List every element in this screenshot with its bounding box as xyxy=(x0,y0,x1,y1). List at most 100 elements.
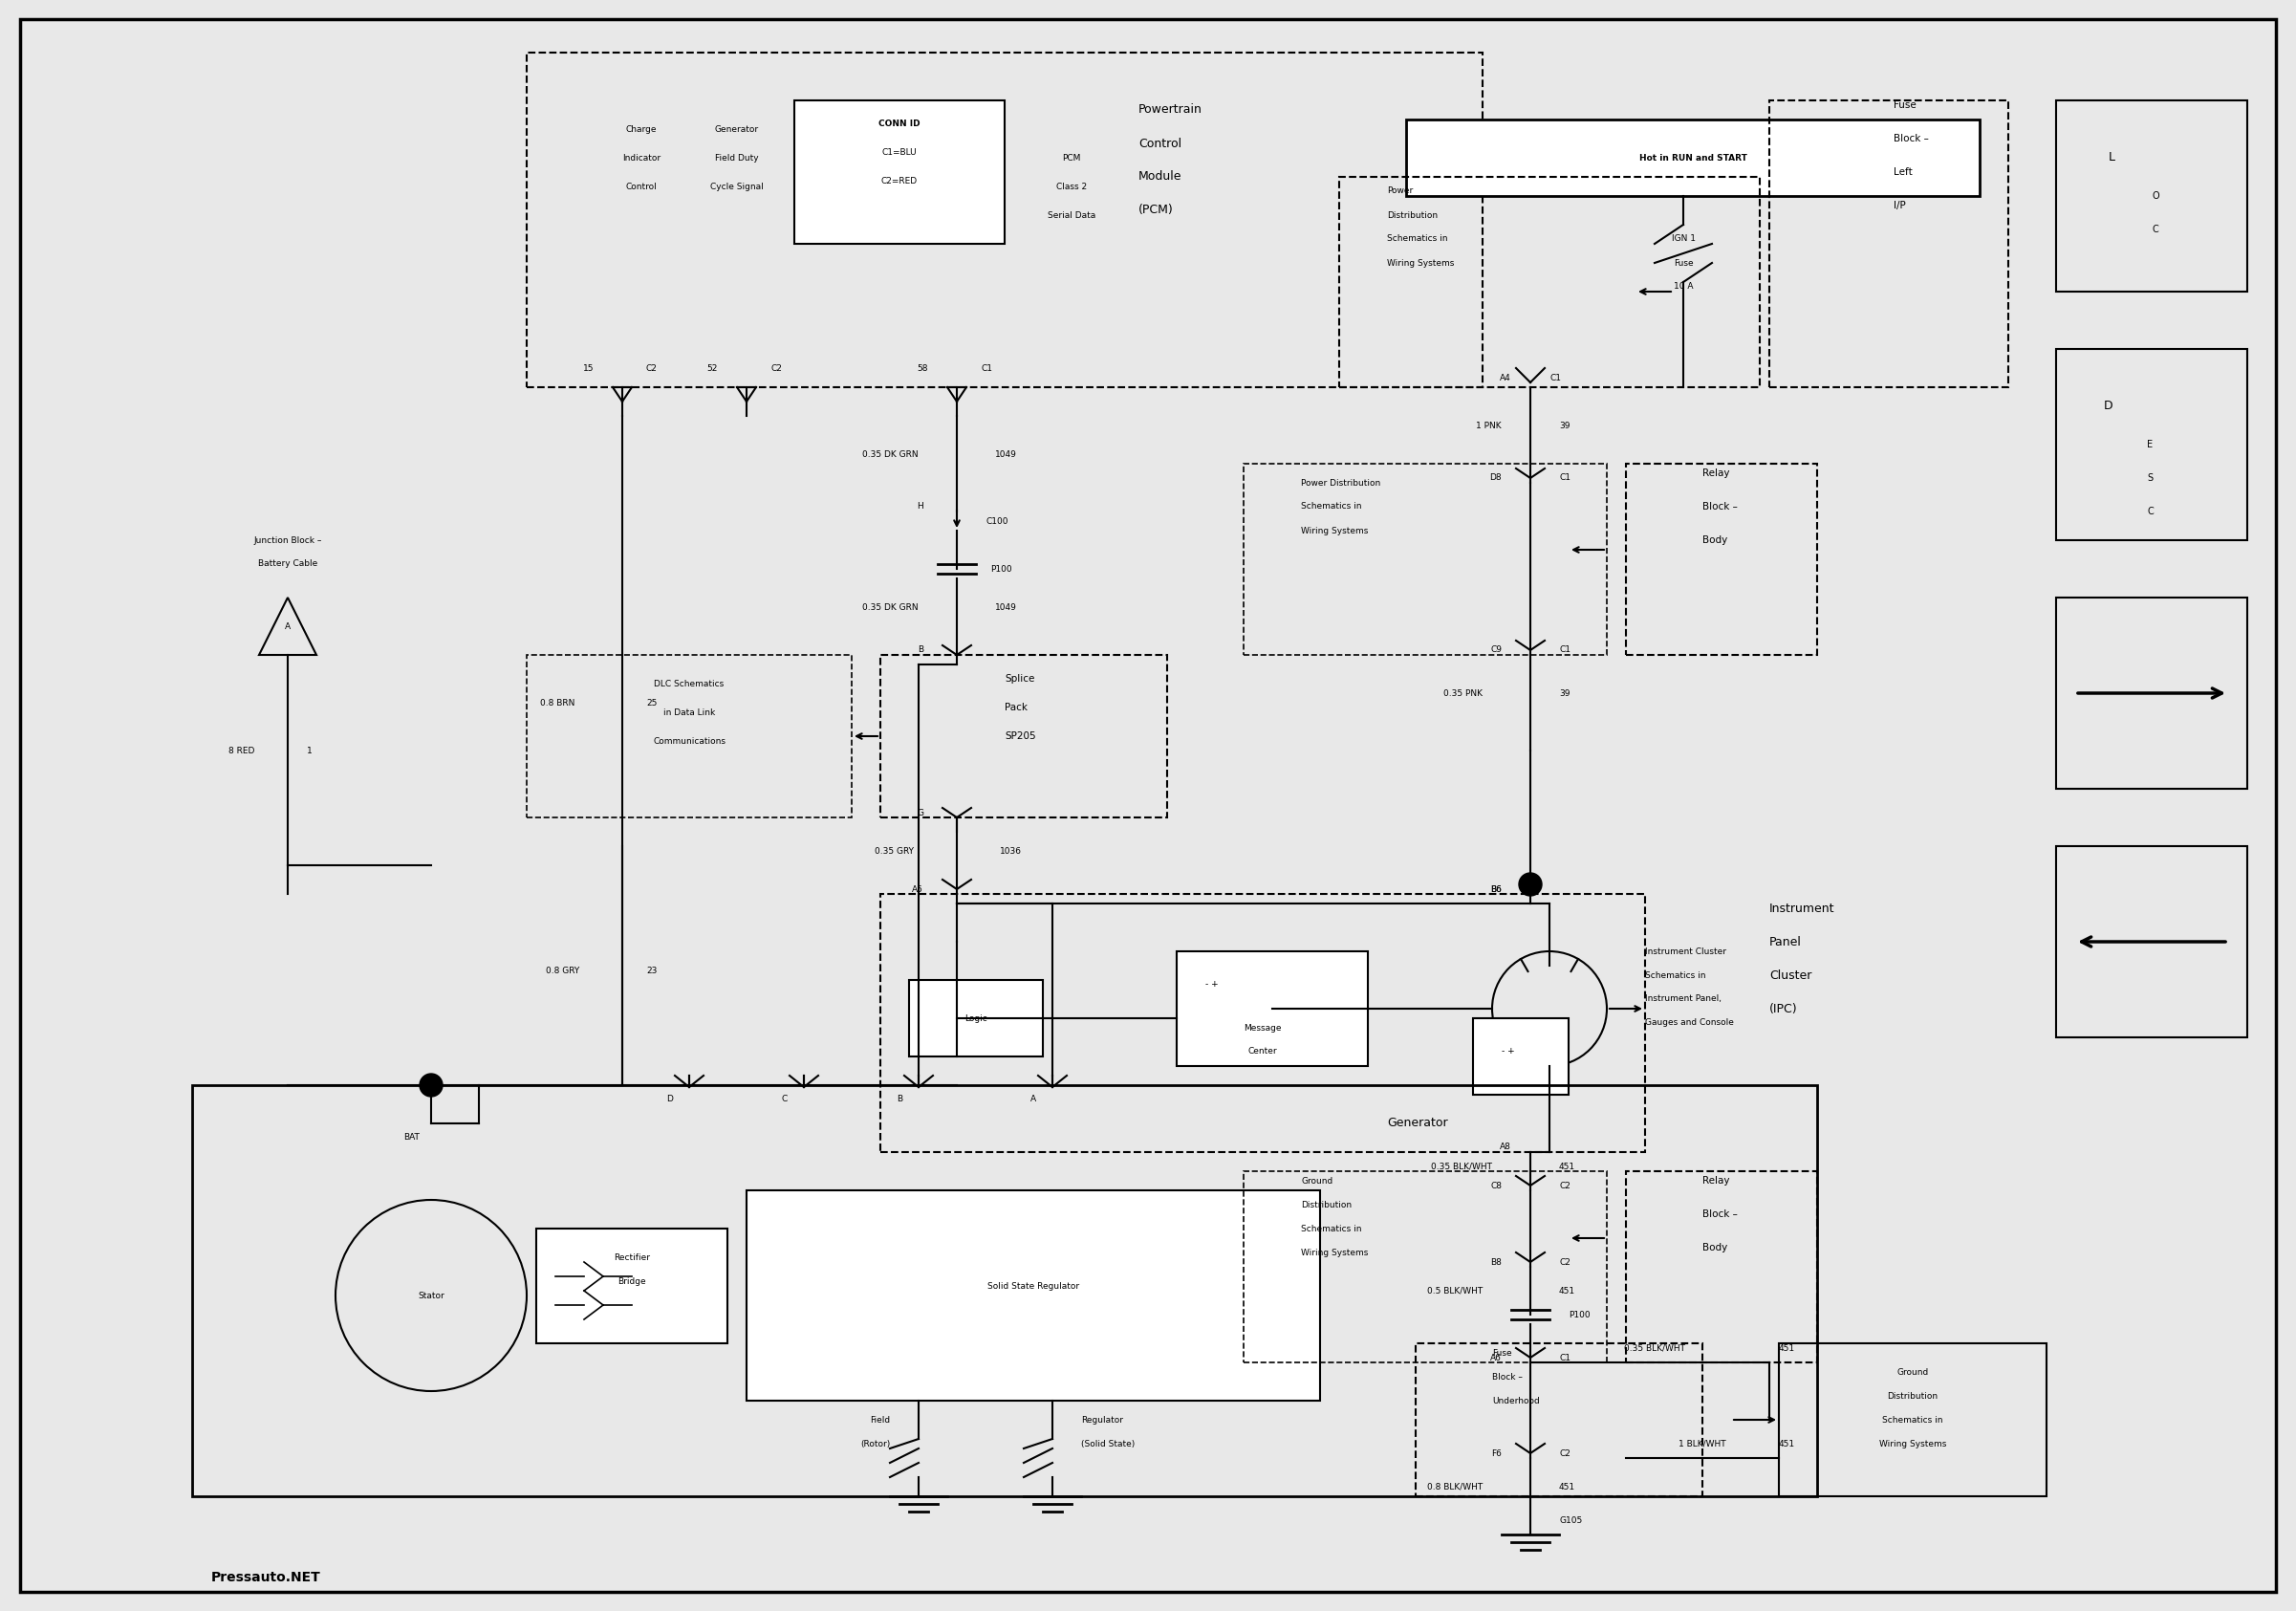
Text: Charge: Charge xyxy=(627,124,657,134)
Text: 1 PNK: 1 PNK xyxy=(1476,420,1502,430)
Text: C2: C2 xyxy=(1559,1448,1570,1458)
Text: G: G xyxy=(916,809,923,817)
Text: 39: 39 xyxy=(1559,420,1570,430)
Text: SP205: SP205 xyxy=(1006,731,1035,741)
Bar xyxy=(1176,952,1368,1066)
Text: Schematics in: Schematics in xyxy=(1883,1416,1942,1424)
Text: 58: 58 xyxy=(916,364,928,372)
Bar xyxy=(1339,177,1759,387)
Bar xyxy=(2057,100,2248,292)
Text: in Data Link: in Data Link xyxy=(664,707,714,717)
Text: 1049: 1049 xyxy=(994,449,1017,459)
Text: Instrument: Instrument xyxy=(1770,902,1835,915)
Text: Underhood: Underhood xyxy=(1492,1397,1541,1405)
Bar xyxy=(2057,598,2248,789)
Bar xyxy=(2057,350,2248,540)
Text: A: A xyxy=(285,622,292,630)
Text: A6: A6 xyxy=(1490,1353,1502,1361)
Text: Junction Block –: Junction Block – xyxy=(253,536,321,545)
Text: 0.35 BLK/WHT: 0.35 BLK/WHT xyxy=(1430,1162,1492,1171)
Text: C9: C9 xyxy=(1490,646,1502,654)
Text: 451: 451 xyxy=(1559,1482,1575,1492)
Text: I/P: I/P xyxy=(1894,201,1906,211)
Text: Power: Power xyxy=(1387,187,1412,195)
Text: (PCM): (PCM) xyxy=(1139,205,1173,216)
Bar xyxy=(1244,464,1607,656)
Text: B8: B8 xyxy=(1490,1258,1502,1266)
Text: - +: - + xyxy=(1502,1047,1515,1055)
Text: D: D xyxy=(666,1095,673,1104)
Text: Wiring Systems: Wiring Systems xyxy=(1302,1249,1368,1257)
Text: Class 2: Class 2 xyxy=(1056,182,1086,190)
Text: Instrument Cluster: Instrument Cluster xyxy=(1644,947,1727,955)
Text: 1049: 1049 xyxy=(994,603,1017,612)
Text: C1: C1 xyxy=(1559,474,1570,482)
Text: C1: C1 xyxy=(980,364,992,372)
Text: Communications: Communications xyxy=(652,736,726,746)
Text: Schematics in: Schematics in xyxy=(1302,503,1362,511)
Text: D: D xyxy=(2103,400,2112,412)
Text: C8: C8 xyxy=(1490,1181,1502,1191)
Text: S: S xyxy=(2147,474,2154,483)
Text: C2: C2 xyxy=(645,364,657,372)
Text: Wiring Systems: Wiring Systems xyxy=(1878,1439,1947,1448)
Text: Rectifier: Rectifier xyxy=(613,1253,650,1261)
Text: Control: Control xyxy=(1139,137,1182,150)
Text: Center: Center xyxy=(1249,1047,1277,1055)
Text: Stator: Stator xyxy=(418,1290,445,1300)
Text: C2=RED: C2=RED xyxy=(882,177,918,185)
Text: 1: 1 xyxy=(308,746,312,756)
Text: (Rotor): (Rotor) xyxy=(861,1439,891,1448)
Text: Panel: Panel xyxy=(1770,936,1802,947)
Text: Block –: Block – xyxy=(1701,1210,1738,1220)
Text: 1036: 1036 xyxy=(999,847,1022,855)
Text: C: C xyxy=(2151,224,2158,234)
Circle shape xyxy=(420,1073,443,1097)
Text: 451: 451 xyxy=(1559,1162,1575,1171)
Text: E: E xyxy=(2147,440,2154,449)
Text: F6: F6 xyxy=(1492,1448,1502,1458)
Bar xyxy=(746,1191,1320,1400)
Text: Distribution: Distribution xyxy=(1887,1392,1938,1400)
Text: 52: 52 xyxy=(707,364,719,372)
Text: C2: C2 xyxy=(771,364,781,372)
Bar xyxy=(1770,100,2009,387)
Text: 10 A: 10 A xyxy=(1674,282,1692,292)
Text: Relay: Relay xyxy=(1701,469,1729,478)
Text: B6: B6 xyxy=(1490,884,1502,894)
Text: Block –: Block – xyxy=(1701,503,1738,512)
Text: Field Duty: Field Duty xyxy=(714,153,758,163)
Text: BAT: BAT xyxy=(404,1134,420,1142)
Text: C1=BLU: C1=BLU xyxy=(882,148,916,158)
Text: Power Distribution: Power Distribution xyxy=(1302,478,1380,487)
Text: 0.35 GRY: 0.35 GRY xyxy=(875,847,914,855)
Text: Schematics in: Schematics in xyxy=(1387,235,1449,243)
Text: Regulator: Regulator xyxy=(1081,1416,1123,1424)
Text: Block –: Block – xyxy=(1894,134,1929,143)
Text: Splice: Splice xyxy=(1006,673,1035,683)
Text: Distribution: Distribution xyxy=(1302,1200,1352,1208)
Text: 451: 451 xyxy=(1779,1439,1795,1448)
Text: Logic: Logic xyxy=(964,1013,987,1023)
Text: (Solid State): (Solid State) xyxy=(1081,1439,1134,1448)
Text: Body: Body xyxy=(1701,1244,1727,1252)
Text: 0.8 BLK/WHT: 0.8 BLK/WHT xyxy=(1426,1482,1483,1492)
Text: Fuse: Fuse xyxy=(1894,100,1917,110)
Text: B6: B6 xyxy=(1490,884,1502,894)
Bar xyxy=(537,1229,728,1344)
Text: Battery Cable: Battery Cable xyxy=(257,559,317,569)
Text: Field: Field xyxy=(870,1416,891,1424)
Text: 0.5 BLK/WHT: 0.5 BLK/WHT xyxy=(1426,1287,1483,1295)
Text: L: L xyxy=(2108,151,2115,164)
Text: 0.35 BLK/WHT: 0.35 BLK/WHT xyxy=(1623,1344,1685,1352)
Text: Pack: Pack xyxy=(1006,702,1029,712)
Text: 15: 15 xyxy=(583,364,595,372)
Text: CONN ID: CONN ID xyxy=(879,119,921,129)
Text: P100: P100 xyxy=(990,564,1013,574)
Text: Ground: Ground xyxy=(1896,1368,1929,1376)
Text: C: C xyxy=(2147,507,2154,516)
Bar xyxy=(193,1086,1816,1497)
Text: C1: C1 xyxy=(1559,646,1570,654)
Text: A5: A5 xyxy=(912,884,923,894)
Text: A8: A8 xyxy=(1499,1142,1511,1152)
